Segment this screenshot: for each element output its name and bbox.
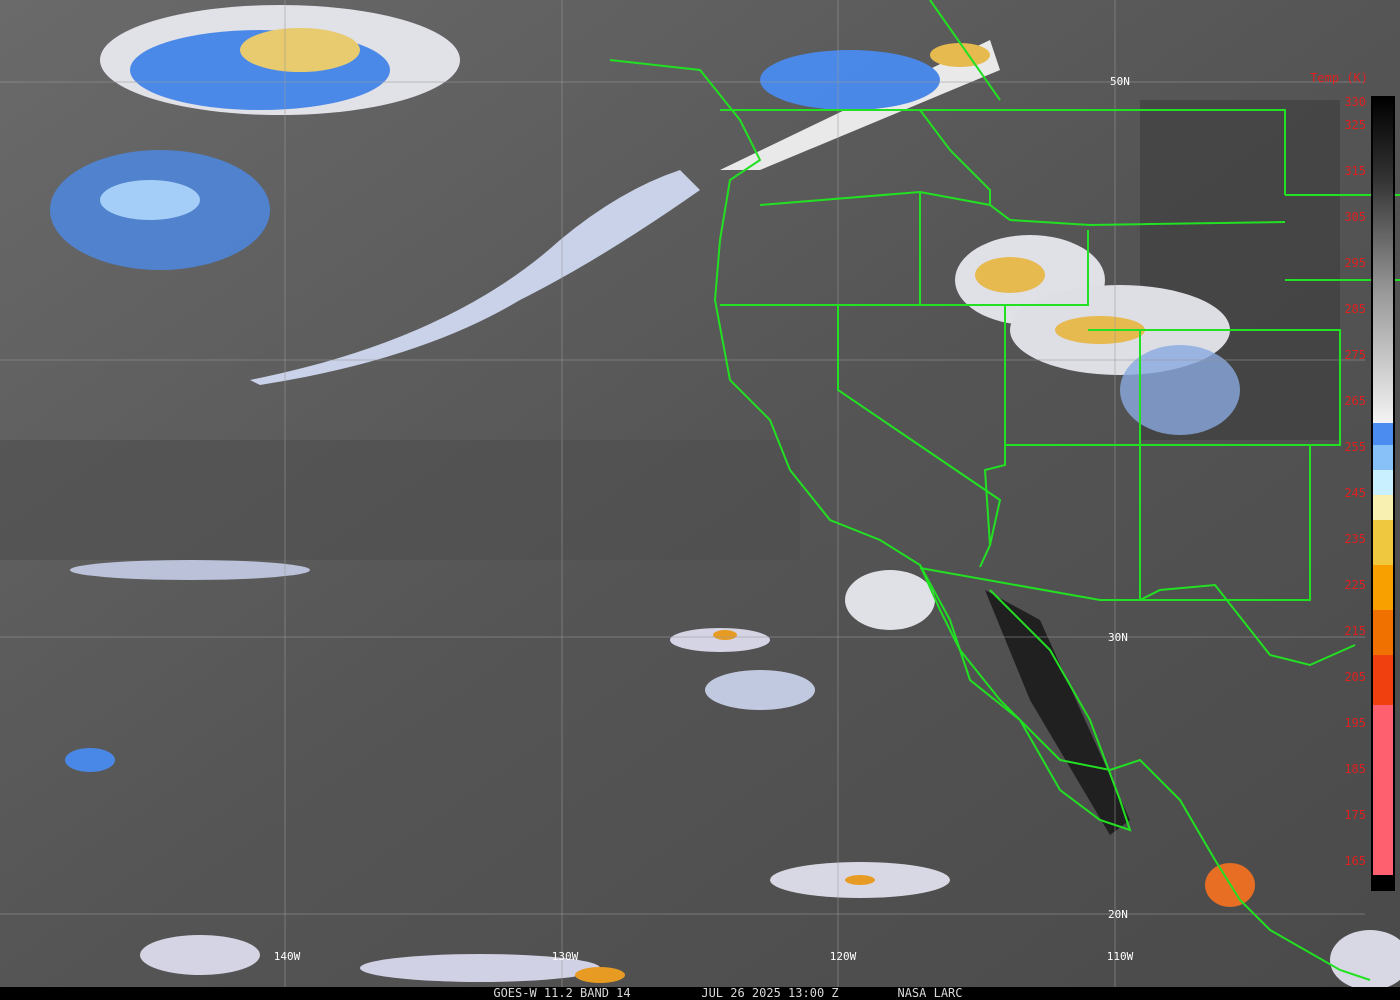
latitude-label: 50N <box>1110 75 1130 88</box>
gulf <box>985 590 1130 835</box>
clouds <box>50 5 1400 990</box>
colorbar-tick-label: 245 <box>1344 486 1366 500</box>
colorbar-tick-label: 185 <box>1344 762 1366 776</box>
labels: 50N 30N 20N 140W 130W 120W 110W Temp (K) 330 325 3… <box>274 71 1368 1000</box>
latitude-label: 20N <box>1108 908 1128 921</box>
colorbar-tick-label: 255 <box>1344 440 1366 454</box>
footer-text: GOES-W 11.2 BAND 14 <box>493 986 630 1000</box>
colorbar-tick-label: 225 <box>1344 578 1366 592</box>
graticule <box>0 0 1365 987</box>
ocean-band <box>0 440 800 560</box>
longitude-label: 140W <box>274 950 301 963</box>
colorbar-tick-label: 215 <box>1344 624 1366 638</box>
colorbar-tick-label: 175 <box>1344 808 1366 822</box>
colorbar-tick-label: 330 <box>1344 95 1366 109</box>
colorbar-tick-label: 205 <box>1344 670 1366 684</box>
colorbar-tick-label: 295 <box>1344 256 1366 270</box>
colorbar-tick-label: 305 <box>1344 210 1366 224</box>
colorbar-tick-label: 235 <box>1344 532 1366 546</box>
footer-text: JUL 26 2025 13:00 Z <box>701 986 838 1000</box>
colorbar-tick-label: 285 <box>1344 302 1366 316</box>
colorbar-tick-label: 165 <box>1344 854 1366 868</box>
footer-text: NASA LARC <box>897 986 962 1000</box>
longitude-label: 120W <box>830 950 857 963</box>
longitude-label: 130W <box>552 950 579 963</box>
longitude-label: 110W <box>1107 950 1134 963</box>
colorbar-tick-label: 265 <box>1344 394 1366 408</box>
colorbar-tick-label: 195 <box>1344 716 1366 730</box>
borders <box>609 0 1400 981</box>
colorbar-tick-label: 315 <box>1344 164 1366 178</box>
footer-bar <box>0 987 1400 1000</box>
colorbar <box>1371 96 1395 891</box>
latitude-label: 30N <box>1108 631 1128 644</box>
colorbar-title: Temp (K) <box>1310 71 1368 85</box>
colorbar-tick-label: 325 <box>1344 118 1366 132</box>
colorbar-tick-label: 275 <box>1344 348 1366 362</box>
